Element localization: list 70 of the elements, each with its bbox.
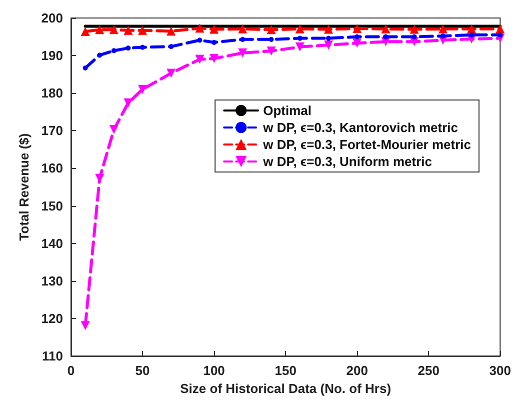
point [352,38,362,48]
legend-label: Optimal [263,103,312,118]
point [138,26,148,35]
x-tick-label: 150 [274,363,296,378]
point [109,25,118,34]
point [496,24,505,34]
y-axis-title: Total Revenue ($) [16,133,32,241]
point [109,125,118,134]
legend-label: w DP, ϵ=0.3, Uniform metric [262,154,432,169]
y-tick-label: 150 [41,198,63,214]
point [138,84,148,94]
x-tick-label: 50 [135,363,150,378]
point [498,32,503,38]
y-tick-label: 110 [42,348,63,364]
point [297,36,302,41]
y-tick-label: 180 [41,86,63,101]
point [124,26,133,35]
y-tick-label: 170 [41,123,63,138]
point [266,25,276,34]
point [111,48,116,54]
point [126,46,131,51]
legend-label: w DP, ϵ=0.3, Kantorovich metric [262,120,458,135]
point [266,46,276,56]
point [467,24,476,34]
y-tick-label: 200 [41,10,63,26]
x-tick-label: 200 [346,363,368,378]
x-tick-label: 250 [418,363,440,378]
point [440,34,446,39]
legend-label: w DP, ϵ=0.3, Fortet-Mourier metric [262,137,472,152]
point [140,44,146,50]
y-tick-label: 160 [41,160,63,176]
x-tick-label: 0 [67,363,75,378]
y-tick-label: 140 [41,236,63,251]
point [324,24,333,34]
point [324,40,333,50]
point [240,36,246,42]
point [166,26,176,36]
point [352,24,362,34]
y-tick-label: 130 [41,273,63,288]
y-tick-label: 120 [41,310,63,326]
point [412,34,417,40]
point [210,54,219,64]
point [238,48,248,58]
point [197,38,202,43]
y-tick-label: 190 [41,48,63,64]
point [82,65,88,70]
point [168,44,174,50]
point [438,24,448,34]
point [326,36,331,41]
point [354,34,360,40]
point [195,54,204,64]
point [469,32,474,38]
point [195,24,204,33]
point [410,24,419,34]
x-tick-label: 100 [203,363,225,378]
point [166,68,176,78]
point [80,27,90,36]
point [80,321,90,330]
point [295,24,304,34]
point [383,34,388,40]
point [95,25,104,34]
x-tick-label: 300 [489,363,512,378]
point [212,40,217,45]
point [210,24,219,34]
x-axis-title: Size of Historical Data (No. of Hrs) [180,380,392,396]
point [238,24,248,34]
point [295,42,304,52]
point [97,52,102,58]
point [268,36,274,42]
point [381,24,390,34]
